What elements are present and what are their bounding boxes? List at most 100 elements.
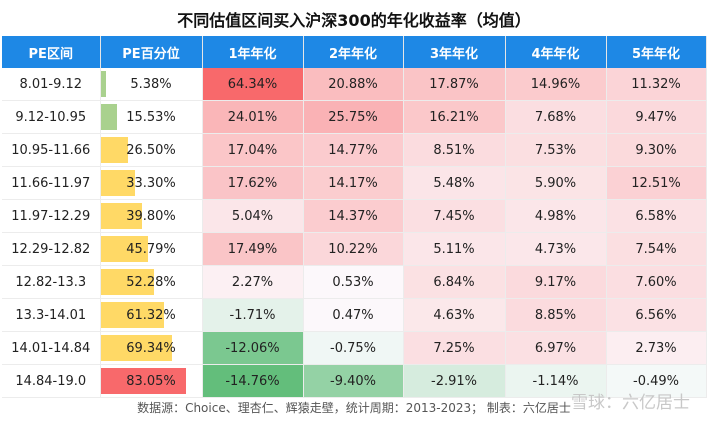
pe-percentile-cell: 52.28% bbox=[100, 265, 203, 299]
return-cell-5y: 9.30% bbox=[606, 133, 707, 167]
column-header-1y: 1年年化 bbox=[202, 36, 304, 68]
table-row: 14.01-14.84 69.34% -12.06% -0.75% 7.25% 6.97%… bbox=[2, 331, 707, 365]
percentile-bar bbox=[100, 71, 106, 97]
watermark: 雪球：六亿居士 bbox=[571, 393, 690, 413]
return-cell-2y: 0.47% bbox=[303, 298, 404, 332]
return-cell-4y: 14.96% bbox=[505, 68, 607, 101]
pe-percentile-label: 26.50% bbox=[126, 142, 176, 158]
table-row: 10.95-11.66 26.50% 17.04% 14.77% 8.51% 7.53% 9… bbox=[2, 133, 707, 167]
return-cell-5y: 12.51% bbox=[606, 166, 707, 200]
pe-range-cell: 11.97-12.29 bbox=[2, 199, 101, 233]
return-cell-3y: 4.63% bbox=[403, 298, 506, 332]
pe-range-cell: 8.01-9.12 bbox=[2, 68, 101, 101]
pe-percentile-cell: 69.34% bbox=[100, 331, 203, 365]
column-header-3y: 3年年化 bbox=[403, 36, 506, 68]
return-cell-2y: 14.77% bbox=[303, 133, 404, 167]
return-cell-5y: -0.49% bbox=[606, 364, 707, 398]
pe-percentile-label: 52.28% bbox=[126, 274, 176, 290]
return-cell-4y: 7.68% bbox=[505, 100, 607, 134]
pe-range-cell: 13.3-14.01 bbox=[2, 298, 101, 332]
return-cell-4y: -1.14% bbox=[505, 364, 607, 398]
return-cell-3y: 17.87% bbox=[403, 68, 506, 101]
return-cell-2y: 20.88% bbox=[303, 68, 404, 101]
pe-percentile-cell: 45.79% bbox=[100, 232, 203, 266]
return-cell-1y: 2.27% bbox=[202, 265, 304, 299]
returns-table: PE区间 PE百分位 1年年化 2年年化 3年年化 4年年化 5年年化 8.01… bbox=[2, 36, 707, 398]
pe-percentile-cell: 83.05% bbox=[100, 364, 203, 398]
return-cell-4y: 4.98% bbox=[505, 199, 607, 233]
percentile-bar bbox=[100, 170, 135, 196]
return-cell-1y: 24.01% bbox=[202, 100, 304, 134]
return-cell-2y: 0.53% bbox=[303, 265, 404, 299]
pe-percentile-label: 15.53% bbox=[126, 109, 176, 125]
source-note: 数据源：Choice、理杏仁、辉猿走壁，统计周期：2013-2023； 制表：六… bbox=[137, 401, 571, 415]
column-header-5y: 5年年化 bbox=[606, 36, 707, 68]
return-cell-4y: 4.73% bbox=[505, 232, 607, 266]
pe-range-cell: 14.01-14.84 bbox=[2, 331, 101, 365]
return-cell-2y: 10.22% bbox=[303, 232, 404, 266]
pe-percentile-cell: 39.80% bbox=[100, 199, 203, 233]
return-cell-4y: 7.53% bbox=[505, 133, 607, 167]
chart-title: 不同估值区间买入沪深300的年化收益率（均值） bbox=[177, 11, 531, 30]
column-header-pe-percentile: PE百分位 bbox=[100, 36, 203, 68]
return-cell-3y: 6.84% bbox=[403, 265, 506, 299]
return-cell-2y: 25.75% bbox=[303, 100, 404, 134]
table-row: 12.82-13.3 52.28% 2.27% 0.53% 6.84% 9.17% 7.60… bbox=[2, 265, 707, 299]
return-cell-3y: 8.51% bbox=[403, 133, 506, 167]
return-cell-5y: 11.32% bbox=[606, 68, 707, 101]
return-cell-5y: 9.47% bbox=[606, 100, 707, 134]
return-cell-2y: -9.40% bbox=[303, 364, 404, 398]
table-row: 9.12-10.95 15.53% 24.01% 25.75% 16.21% 7.68% 9… bbox=[2, 100, 707, 134]
pe-range-cell: 14.84-19.0 bbox=[2, 364, 101, 398]
percentile-bar bbox=[100, 104, 117, 130]
column-header-pe-range: PE区间 bbox=[2, 36, 101, 68]
percentile-bar bbox=[100, 236, 148, 262]
percentile-bar bbox=[100, 368, 186, 394]
header-row: PE区间 PE百分位 1年年化 2年年化 3年年化 4年年化 5年年化 bbox=[2, 36, 707, 68]
pe-percentile-label: 5.38% bbox=[130, 76, 172, 92]
percentile-bar bbox=[100, 302, 164, 328]
pe-range-cell: 12.29-12.82 bbox=[2, 232, 101, 266]
return-cell-5y: 2.73% bbox=[606, 331, 707, 365]
return-cell-1y: 17.49% bbox=[202, 232, 304, 266]
pe-range-cell: 12.82-13.3 bbox=[2, 265, 101, 299]
pe-percentile-label: 33.30% bbox=[126, 175, 176, 191]
return-cell-4y: 9.17% bbox=[505, 265, 607, 299]
pe-range-cell: 9.12-10.95 bbox=[2, 100, 101, 134]
pe-range-cell: 11.66-11.97 bbox=[2, 166, 101, 200]
return-cell-4y: 6.97% bbox=[505, 331, 607, 365]
percentile-bar bbox=[100, 335, 172, 361]
return-cell-2y: 14.37% bbox=[303, 199, 404, 233]
table-row: 11.97-12.29 39.80% 5.04% 14.37% 7.45% 4.98% 6.… bbox=[2, 199, 707, 233]
pe-percentile-cell: 61.32% bbox=[100, 298, 203, 332]
pe-range-cell: 10.95-11.66 bbox=[2, 133, 101, 167]
return-cell-5y: 6.56% bbox=[606, 298, 707, 332]
pe-percentile-cell: 33.30% bbox=[100, 166, 203, 200]
return-cell-4y: 8.85% bbox=[505, 298, 607, 332]
return-cell-3y: 7.45% bbox=[403, 199, 506, 233]
return-cell-5y: 6.58% bbox=[606, 199, 707, 233]
percentile-bar bbox=[100, 269, 154, 295]
pe-percentile-label: 45.79% bbox=[126, 241, 176, 257]
return-cell-1y: 64.34% bbox=[202, 68, 304, 101]
return-cell-3y: 5.11% bbox=[403, 232, 506, 266]
pe-percentile-label: 39.80% bbox=[126, 208, 176, 224]
column-header-2y: 2年年化 bbox=[303, 36, 404, 68]
return-cell-3y: 5.48% bbox=[403, 166, 506, 200]
pe-percentile-label: 69.34% bbox=[126, 340, 176, 356]
return-cell-2y: -0.75% bbox=[303, 331, 404, 365]
return-cell-5y: 7.54% bbox=[606, 232, 707, 266]
return-cell-1y: 5.04% bbox=[202, 199, 304, 233]
return-cell-1y: -14.76% bbox=[202, 364, 304, 398]
pe-percentile-label: 61.32% bbox=[126, 307, 176, 323]
table-row: 11.66-11.97 33.30% 17.62% 14.17% 5.48% 5.90% 1… bbox=[2, 166, 707, 200]
return-cell-2y: 14.17% bbox=[303, 166, 404, 200]
return-cell-1y: -12.06% bbox=[202, 331, 304, 365]
return-cell-5y: 7.60% bbox=[606, 265, 707, 299]
return-cell-3y: -2.91% bbox=[403, 364, 506, 398]
percentile-bar bbox=[100, 203, 142, 229]
return-cell-4y: 5.90% bbox=[505, 166, 607, 200]
percentile-bar bbox=[100, 137, 128, 163]
return-cell-3y: 7.25% bbox=[403, 331, 506, 365]
return-cell-1y: 17.04% bbox=[202, 133, 304, 167]
